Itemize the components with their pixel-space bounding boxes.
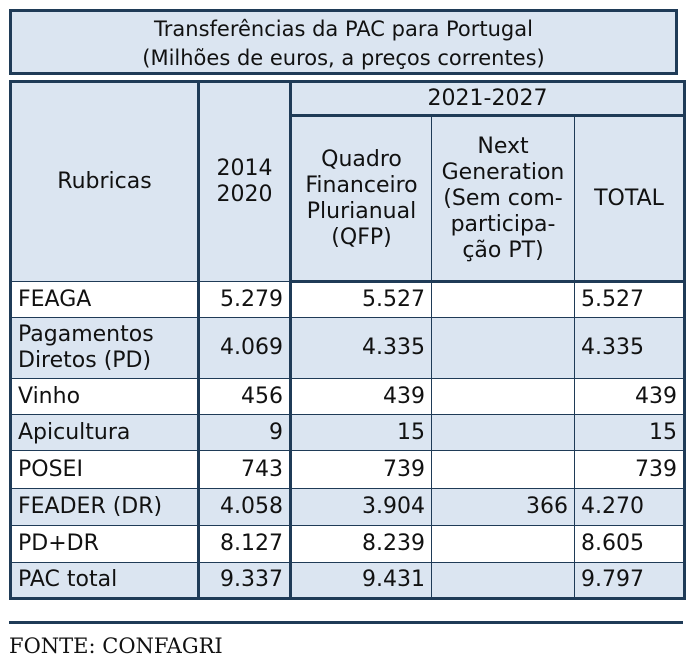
table-row: POSEI 743 739 739 — [10, 450, 686, 489]
header-period-2021-2027: 2021-2027 — [289, 81, 686, 117]
header-qfp-line: Plurianual — [306, 198, 417, 224]
cell-next-generation — [431, 450, 575, 489]
header-qfp-line: Quadro — [321, 146, 402, 172]
header-qfp-line: Financeiro — [305, 172, 418, 198]
header-ng-line: ção PT) — [462, 237, 544, 263]
header-total: TOTAL — [573, 115, 686, 283]
cell-qfp: 15 — [290, 414, 432, 451]
cell-total: 439 — [573, 378, 686, 415]
cell-next-generation — [431, 562, 575, 599]
cell-2014-2020: 4.069 — [198, 317, 292, 379]
cell-2014-2020: 9 — [198, 414, 292, 451]
cell-total: 9.797 — [573, 562, 686, 599]
table-row: Pagamentos Diretos (PD) 4.069 4.335 4.33… — [10, 317, 686, 379]
cell-next-generation: 366 — [431, 488, 575, 526]
cell-qfp: 9.431 — [290, 562, 432, 599]
header-ng-line: participa- — [450, 211, 556, 237]
cell-2014-2020: 8.127 — [198, 525, 292, 563]
row-label: PD+DR — [10, 525, 200, 563]
cell-total: 739 — [573, 450, 686, 489]
row-label: FEAGA — [10, 281, 200, 318]
cell-total: 4.335 — [573, 317, 686, 379]
table-row: FEAGA 5.279 5.527 5.527 — [10, 281, 686, 318]
header-ng-line: Next — [477, 133, 529, 159]
row-label: Vinho — [10, 378, 200, 415]
cell-2014-2020: 456 — [198, 378, 292, 415]
cell-next-generation — [431, 378, 575, 415]
header-period1-line1: 2014 — [216, 156, 273, 181]
header-ng-line: (Sem com- — [443, 185, 563, 211]
cap-transfers-table: Rubricas 2014 2020 2021-2027 Quadro Fina… — [9, 80, 687, 600]
cell-qfp: 439 — [290, 378, 432, 415]
header-qfp-line: (QFP) — [331, 224, 392, 250]
header-period-2014-2020: 2014 2020 — [198, 81, 292, 282]
row-label: Pagamentos Diretos (PD) — [10, 317, 200, 379]
cell-2014-2020: 743 — [198, 450, 292, 489]
cell-qfp: 5.527 — [290, 281, 432, 318]
cell-total: 5.527 — [573, 281, 686, 318]
table-row: PAC total 9.337 9.431 9.797 — [10, 562, 686, 599]
table-title-line2: (Milhões de euros, a preços correntes) — [142, 46, 545, 70]
cell-next-generation — [431, 525, 575, 563]
cell-next-generation — [431, 414, 575, 451]
table-title-line1: Transferências da PAC para Portugal — [154, 17, 533, 41]
table-row: FEADER (DR) 4.058 3.904 366 4.270 — [10, 488, 686, 526]
cell-total: 15 — [573, 414, 686, 451]
table-title: Transferências da PAC para Portugal (Mil… — [9, 9, 678, 75]
source-note: FONTE: CONFAGRI — [9, 621, 683, 658]
table-row: PD+DR 8.127 8.239 8.605 — [10, 525, 686, 563]
cell-qfp: 8.239 — [290, 525, 432, 563]
cell-total: 4.270 — [573, 488, 686, 526]
cell-next-generation — [431, 281, 575, 318]
cell-qfp: 4.335 — [290, 317, 432, 379]
row-label: Apicultura — [10, 414, 200, 451]
table-row: Apicultura 9 15 15 — [10, 414, 686, 451]
cell-2014-2020: 4.058 — [198, 488, 292, 526]
row-label: FEADER (DR) — [10, 488, 200, 526]
cell-total: 8.605 — [573, 525, 686, 563]
header-period1-line2: 2020 — [216, 182, 273, 207]
row-label: PAC total — [10, 562, 200, 599]
header-next-generation: Next Generation (Sem com- participa- ção… — [431, 115, 575, 283]
cell-2014-2020: 9.337 — [198, 562, 292, 599]
cell-qfp: 739 — [290, 450, 432, 489]
header-rubricas: Rubricas — [10, 81, 200, 282]
header-ng-line: Generation — [441, 159, 565, 185]
table-row: Vinho 456 439 439 — [10, 378, 686, 415]
cell-2014-2020: 5.279 — [198, 281, 292, 318]
header-qfp: Quadro Financeiro Plurianual (QFP) — [290, 115, 432, 283]
row-label: POSEI — [10, 450, 200, 489]
cell-qfp: 3.904 — [290, 488, 432, 526]
cell-next-generation — [431, 317, 575, 379]
